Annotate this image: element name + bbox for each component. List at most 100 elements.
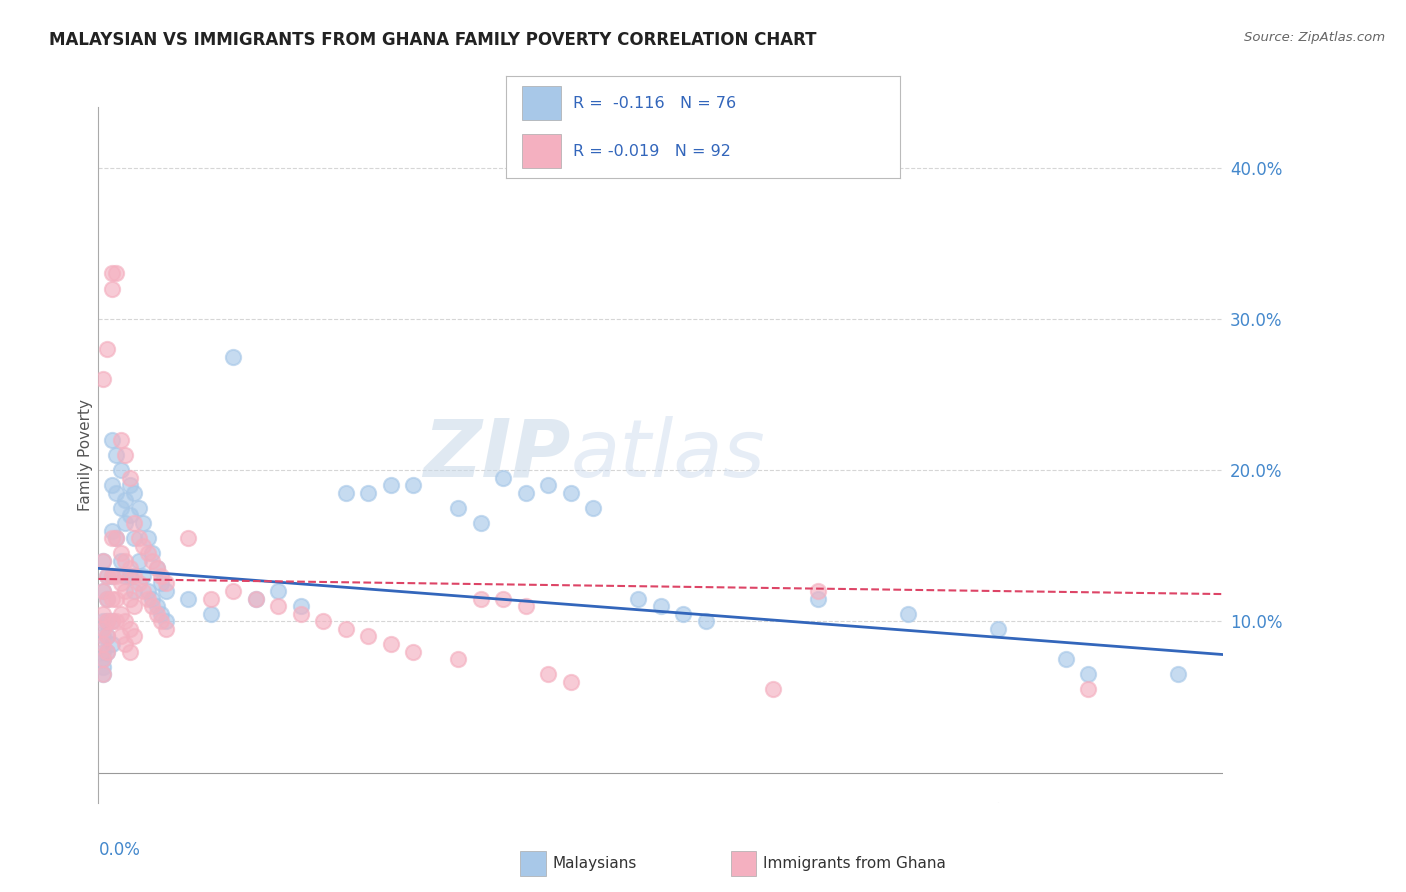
Point — [114, 448, 136, 462]
Point — [91, 652, 114, 666]
Point — [96, 342, 118, 356]
Point — [96, 629, 118, 643]
Point — [132, 539, 155, 553]
Point — [141, 591, 163, 606]
Point — [222, 584, 245, 599]
Point — [91, 615, 114, 629]
Point — [402, 644, 425, 658]
Point — [335, 485, 357, 500]
Point — [101, 433, 124, 447]
Point — [118, 644, 141, 658]
Point — [128, 576, 150, 591]
Point — [110, 500, 132, 515]
Text: Source: ZipAtlas.com: Source: ZipAtlas.com — [1244, 31, 1385, 45]
Point — [136, 546, 159, 560]
Point — [290, 599, 312, 614]
Point — [114, 584, 136, 599]
Point — [987, 622, 1010, 636]
Point — [124, 629, 146, 643]
Point — [141, 599, 163, 614]
Point — [124, 599, 146, 614]
Point — [105, 485, 128, 500]
Point — [96, 644, 118, 658]
Point — [762, 682, 785, 697]
Point — [245, 591, 267, 606]
Point — [101, 569, 124, 583]
Point — [150, 569, 173, 583]
Point — [312, 615, 335, 629]
Point — [114, 615, 136, 629]
Point — [537, 478, 560, 492]
Point — [91, 584, 114, 599]
Point — [110, 576, 132, 591]
Text: ZIP: ZIP — [423, 416, 571, 494]
Point — [105, 615, 128, 629]
Point — [150, 576, 173, 591]
Point — [101, 569, 124, 583]
Point — [200, 607, 222, 621]
Point — [672, 607, 695, 621]
Point — [1077, 682, 1099, 697]
Point — [91, 607, 114, 621]
Point — [118, 569, 141, 583]
Point — [91, 652, 114, 666]
Point — [96, 629, 118, 643]
Point — [222, 350, 245, 364]
Point — [245, 591, 267, 606]
Point — [101, 637, 124, 651]
Point — [91, 554, 114, 568]
Point — [91, 667, 114, 681]
Point — [118, 561, 141, 575]
Point — [627, 591, 650, 606]
Point — [96, 615, 118, 629]
Point — [118, 591, 141, 606]
Point — [380, 637, 402, 651]
Point — [357, 629, 380, 643]
Point — [101, 615, 124, 629]
Point — [124, 584, 146, 599]
Text: Immigrants from Ghana: Immigrants from Ghana — [763, 856, 946, 871]
Point — [200, 591, 222, 606]
Point — [447, 652, 470, 666]
Point — [155, 622, 177, 636]
Point — [96, 591, 118, 606]
Point — [114, 637, 136, 651]
Point — [105, 531, 128, 545]
Point — [124, 516, 146, 530]
Point — [177, 591, 200, 606]
Point — [110, 629, 132, 643]
Point — [114, 554, 136, 568]
Point — [118, 622, 141, 636]
Point — [105, 267, 128, 281]
Point — [124, 569, 146, 583]
Point — [105, 591, 128, 606]
Point — [91, 622, 114, 636]
Point — [128, 500, 150, 515]
Point — [91, 629, 114, 643]
Y-axis label: Family Poverty: Family Poverty — [77, 399, 93, 511]
Point — [132, 569, 155, 583]
Point — [141, 554, 163, 568]
Bar — [522, 135, 561, 168]
Point — [128, 531, 150, 545]
Point — [155, 576, 177, 591]
Point — [124, 531, 146, 545]
Point — [132, 584, 155, 599]
Text: MALAYSIAN VS IMMIGRANTS FROM GHANA FAMILY POVERTY CORRELATION CHART: MALAYSIAN VS IMMIGRANTS FROM GHANA FAMIL… — [49, 31, 817, 49]
Point — [96, 615, 118, 629]
Point — [470, 516, 492, 530]
Point — [560, 674, 582, 689]
Point — [150, 615, 173, 629]
Text: atlas: atlas — [571, 416, 766, 494]
Point — [110, 607, 132, 621]
Text: 0.0%: 0.0% — [98, 841, 141, 859]
Point — [155, 615, 177, 629]
Point — [101, 267, 124, 281]
Point — [105, 531, 128, 545]
Point — [96, 569, 118, 583]
Point — [114, 493, 136, 508]
Point — [582, 500, 605, 515]
Point — [695, 615, 717, 629]
Point — [146, 607, 169, 621]
Point — [141, 546, 163, 560]
